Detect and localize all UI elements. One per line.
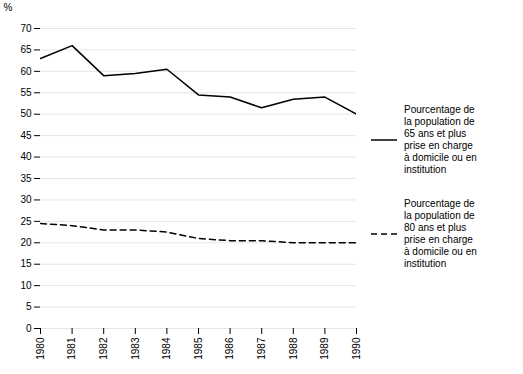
svg-text:1989: 1989 [319,337,330,360]
svg-text:55: 55 [20,87,32,98]
svg-text:40: 40 [20,151,32,162]
html-text:Pourcentage de la population d: Pourcentage de la population de 80 ans e… [404,198,477,269]
svg-text:1980: 1980 [35,337,46,360]
svg-text:1987: 1987 [256,337,267,360]
svg-text:70: 70 [20,23,32,34]
svg-text:20: 20 [20,237,32,248]
svg-text:1986: 1986 [224,337,235,360]
svg-text:15: 15 [20,258,32,269]
svg-text:1983: 1983 [130,337,141,360]
svg-text:1984: 1984 [161,337,172,360]
svg-text:50: 50 [20,108,32,119]
svg-text:60: 60 [20,66,32,77]
svg-text:1988: 1988 [288,337,299,360]
svg-text:30: 30 [20,194,32,205]
svg-text:35: 35 [20,173,32,184]
svg-text:%: % [4,2,13,13]
svg-text:10: 10 [20,280,32,291]
svg-text:1982: 1982 [98,337,109,360]
svg-text:1981: 1981 [66,337,77,360]
svg-text:45: 45 [20,130,32,141]
svg-text:65: 65 [20,44,32,55]
svg-text:1985: 1985 [193,337,204,360]
svg-text:25: 25 [20,216,32,227]
html-text:Pourcentage de la population d: Pourcentage de la population de 65 ans e… [404,104,477,175]
svg-text:5: 5 [26,301,32,312]
svg-text:0: 0 [26,323,32,334]
svg-text:1990: 1990 [351,337,362,360]
